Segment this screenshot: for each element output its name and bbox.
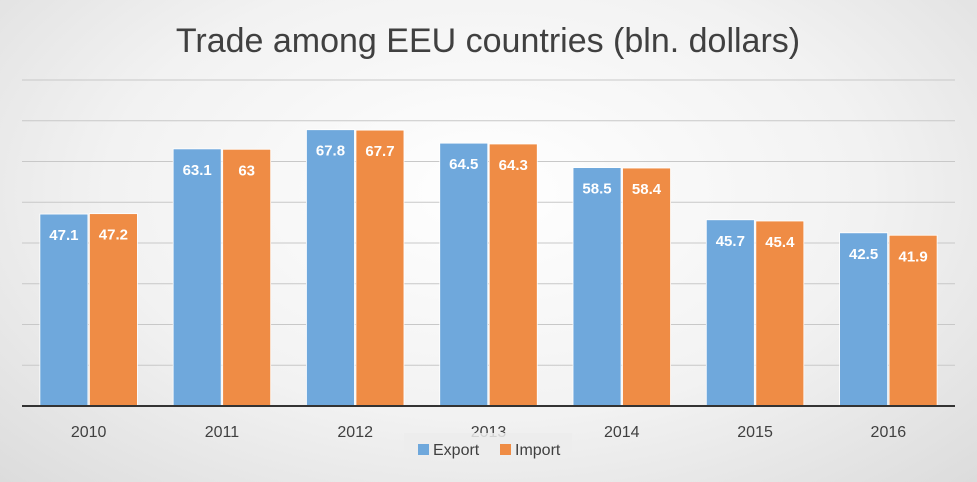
data-label-export-2011: 63.1	[183, 162, 212, 179]
bar-import-2016	[888, 234, 938, 407]
data-label-import-2012: 67.7	[365, 143, 394, 160]
bar-export-2010	[39, 213, 89, 407]
data-label-import-2011: 63	[238, 162, 255, 179]
data-label-import-2016: 41.9	[899, 248, 928, 265]
x-tick-label: 2016	[871, 424, 907, 441]
data-label-import-2010: 47.2	[99, 227, 128, 244]
data-label-export-2015: 45.7	[716, 233, 745, 250]
x-tick-label: 2012	[337, 424, 373, 441]
x-tick-label: 2014	[604, 424, 640, 441]
bar-import-2015	[755, 220, 805, 407]
bar-import-2013	[488, 143, 538, 407]
data-label-export-2010: 47.1	[49, 227, 78, 244]
bar-import-2012	[355, 129, 405, 407]
bar-export-2011	[172, 148, 222, 407]
bar-export-2012	[306, 129, 355, 407]
bar-import-2010	[88, 213, 138, 407]
x-tick-label: 2015	[737, 424, 773, 441]
bar-export-2015	[705, 219, 755, 407]
data-labels: 47.1 47.2 63.1 63 67.8 67.7 64.5 64.3 58.5 58.4 45…	[49, 143, 927, 266]
data-label-export-2012: 67.8	[316, 143, 345, 160]
legend-label-export: Export	[433, 442, 480, 459]
legend-swatch-export	[418, 444, 429, 455]
bar-import-2014	[622, 167, 671, 407]
data-label-export-2016: 42.5	[849, 246, 878, 263]
legend-label-import: Import	[515, 442, 561, 459]
bar-export-2013	[439, 142, 489, 407]
data-label-export-2014: 58.5	[582, 181, 611, 198]
bar-export-2016	[839, 232, 889, 407]
data-label-import-2015: 45.4	[765, 234, 795, 251]
x-tick-label: 2011	[205, 424, 240, 441]
bars	[39, 129, 938, 407]
data-label-export-2013: 64.5	[449, 156, 478, 173]
data-label-import-2014: 58.4	[632, 181, 662, 198]
chart-title: Trade among EEU countries (bln. dollars)	[176, 22, 800, 60]
x-axis-ticks: 2010 2011 2012 2013 2014 2015 2016	[71, 424, 906, 441]
gridlines	[22, 79, 955, 366]
data-label-import-2013: 64.3	[499, 157, 528, 174]
x-tick-label: 2010	[71, 424, 107, 441]
bar-export-2014	[572, 167, 622, 407]
legend-panel	[404, 433, 572, 467]
legend-swatch-import	[500, 444, 511, 455]
legend: Export Import	[404, 433, 572, 467]
bar-import-2011	[222, 148, 272, 407]
